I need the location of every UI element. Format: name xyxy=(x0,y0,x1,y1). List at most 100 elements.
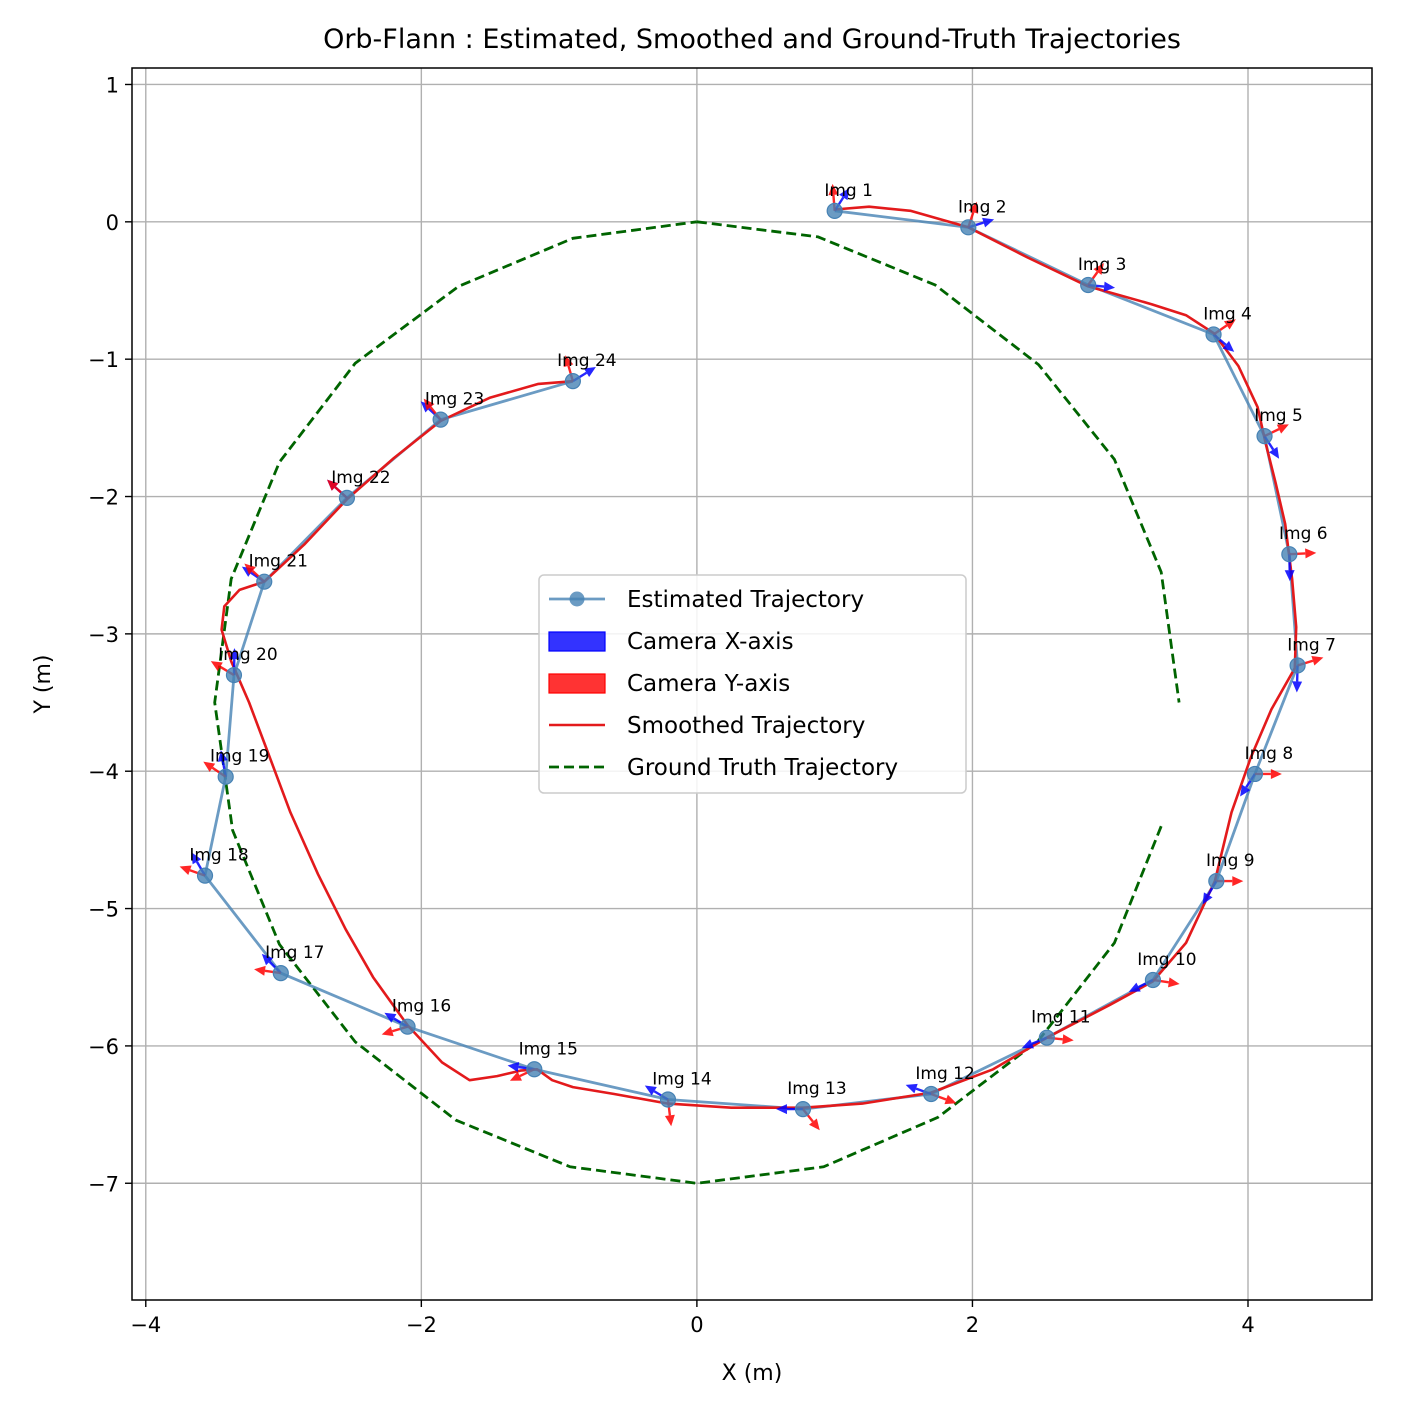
estimated-point xyxy=(960,219,977,236)
legend: Estimated Trajectory Camera X-axis Camera … xyxy=(538,574,967,794)
camera-y-arrow-head xyxy=(1311,655,1324,666)
camera-y-arrow-head xyxy=(1223,319,1236,330)
camera-x-arrow-head xyxy=(384,1012,397,1023)
estimated-point xyxy=(1208,872,1225,890)
legend-marker xyxy=(569,591,585,607)
camera-y-arrow-head xyxy=(210,661,223,672)
ticks-layer: −4 −2 0 2 4 1 0 −1 −2 −3 −4 −5 −6 −7 xyxy=(88,73,1255,1337)
camera-x-arrow-head xyxy=(839,188,850,201)
y-tick-label: −1 xyxy=(88,348,119,372)
x-tick-label: 4 xyxy=(1241,1313,1254,1337)
image-label: Img 4 xyxy=(1203,304,1252,324)
estimated-point xyxy=(432,411,449,428)
image-label: Img 9 xyxy=(1206,851,1255,871)
camera-y-arrow-head xyxy=(1062,1034,1074,1045)
legend-label: Estimated Trajectory xyxy=(627,587,864,613)
y-tick-label: 0 xyxy=(106,211,119,235)
image-label: Img 23 xyxy=(425,390,484,410)
camera-y-arrow-head xyxy=(509,1071,522,1081)
estimated-point xyxy=(225,666,243,684)
image-label: Img 1 xyxy=(824,181,873,201)
image-label: Img 12 xyxy=(915,1064,974,1084)
camera-x-arrow-head xyxy=(905,1083,918,1094)
camera-y-arrow-head xyxy=(1276,424,1289,434)
smoothed-line xyxy=(220,205,1298,1109)
x-tick-label: 0 xyxy=(690,1313,703,1337)
camera-y-arrow-head xyxy=(1270,768,1282,779)
image-labels-layer: Img 1 Img 2 Img 3 Img 4 Img 5 Img 6 Img 7 Img 8… xyxy=(189,181,1336,1099)
estimated-point xyxy=(196,867,214,884)
camera-y-arrow-head xyxy=(1232,876,1244,887)
y-tick-label: −6 xyxy=(88,1035,119,1059)
x-tick-label: −4 xyxy=(130,1313,161,1337)
camera-y-arrow-head xyxy=(254,965,266,976)
camera-y-arrow-head xyxy=(968,201,979,214)
legend-label: Camera X-axis xyxy=(627,629,794,655)
image-label: Img 18 xyxy=(189,846,248,866)
image-label: Img 10 xyxy=(1137,950,1196,970)
estimated-point xyxy=(1256,427,1273,445)
estimated-point xyxy=(826,202,843,219)
camera-y-arrow-head xyxy=(381,1026,394,1037)
camera-x-arrow-head xyxy=(261,953,274,966)
ground-truth-layer xyxy=(213,220,1181,1185)
estimated-point xyxy=(1246,765,1263,783)
camera-x-arrow-head xyxy=(1222,340,1235,352)
estimated-point xyxy=(338,489,356,506)
camera-x-arrow-head xyxy=(775,1104,787,1115)
legend-item: Camera Y-axis xyxy=(548,671,790,697)
camera-y-arrow-head xyxy=(203,761,216,772)
image-label: Img 22 xyxy=(331,468,390,488)
x-axis-label: X (m) xyxy=(722,1361,783,1386)
camera-x-arrow-head xyxy=(1021,1039,1034,1049)
estimated-point xyxy=(1038,1029,1055,1046)
estimated-point xyxy=(399,1018,416,1035)
camera-x-arrow-head xyxy=(507,1062,520,1072)
camera-x-arrow-head xyxy=(982,217,995,228)
image-label: Img 14 xyxy=(652,1069,711,1089)
estimated-points-layer xyxy=(196,202,1306,1118)
y-axis-label: Y (m) xyxy=(31,654,56,714)
image-label: Img 2 xyxy=(958,197,1007,217)
estimated-point xyxy=(217,768,234,785)
camera-y-arrow-head xyxy=(179,865,192,875)
camera-x-arrow-head xyxy=(583,367,596,378)
image-label: Img 16 xyxy=(392,997,451,1017)
camera-y-arrow-head xyxy=(664,1114,675,1127)
y-tick-label: −7 xyxy=(88,1172,119,1196)
smoothed-layer xyxy=(220,205,1298,1109)
camera-x-arrow-head xyxy=(1284,570,1295,582)
image-label: Img 8 xyxy=(1245,744,1294,764)
estimated-point xyxy=(659,1091,677,1108)
legend-label: Ground Truth Trajectory xyxy=(627,755,898,781)
camera-x-arrow-head xyxy=(1240,784,1251,797)
legend-item: Camera X-axis xyxy=(548,629,794,655)
legend-label: Camera Y-axis xyxy=(627,671,790,697)
camera-y-arrow-head xyxy=(327,479,339,491)
image-label: Img 7 xyxy=(1287,635,1336,655)
camera-x-arrow-head xyxy=(1292,681,1303,693)
camera-y-arrow-head xyxy=(1168,977,1180,988)
camera-x-arrow-head xyxy=(191,852,202,865)
image-label: Img 13 xyxy=(787,1079,846,1099)
legend-item: Ground Truth Trajectory xyxy=(549,755,898,781)
ground-truth-line xyxy=(213,220,1163,1185)
estimated-point xyxy=(1080,276,1097,294)
y-tick-label: −2 xyxy=(88,486,119,510)
y-tick-label: 1 xyxy=(106,73,119,97)
camera-y-arrow-head xyxy=(244,563,256,575)
estimated-point xyxy=(1144,971,1162,989)
camera-y-arrow-head xyxy=(1305,548,1317,559)
image-label: Img 20 xyxy=(218,645,277,665)
legend-item: Estimated Trajectory xyxy=(549,587,864,613)
camera-y-arrow-head xyxy=(563,355,574,368)
estimated-point xyxy=(256,573,273,590)
x-tick-label: 2 xyxy=(966,1313,979,1337)
legend-label: Smoothed Trajectory xyxy=(627,713,865,739)
camera-y-arrow-head xyxy=(828,183,839,196)
estimated-point xyxy=(272,965,289,982)
image-label: Img 17 xyxy=(265,943,324,963)
chart-title: Orb-Flann : Estimated, Smoothed and Grou… xyxy=(323,24,1181,55)
legend-swatch xyxy=(548,631,606,652)
